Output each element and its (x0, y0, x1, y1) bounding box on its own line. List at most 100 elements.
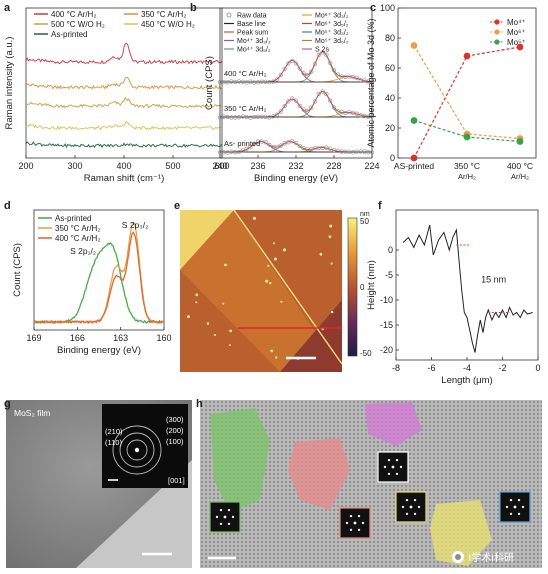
x-tick-label-f: -8 (392, 363, 400, 373)
fft-center-h (391, 465, 395, 469)
afm-particle-e (280, 300, 283, 303)
raw-data-point-b (293, 140, 299, 146)
fft-spot-h (395, 458, 399, 462)
afm-particle-e (330, 310, 334, 314)
y-tick-label-c: 20 (385, 123, 395, 133)
raw-data-point-b (278, 72, 283, 78)
category-label-c: Ar/H₂ (458, 172, 476, 181)
y-tick-label-f: -15 (380, 320, 393, 330)
chart-c: 0 20 40 60 80 100 Atomic percentage of Mo 3d (… (366, 3, 537, 181)
colorbar-e (347, 217, 358, 357)
legend-label-c: Mo⁶⁺ (507, 28, 526, 37)
legend-label-b: Base line (237, 21, 266, 28)
raw-data-point-b (362, 113, 367, 118)
center-spot-g (134, 447, 140, 453)
panel-label-e: e (174, 200, 181, 212)
annotation-f: 15 nm (481, 275, 506, 285)
panel-label-f: f (378, 200, 382, 212)
legend-label-b: Mo⁶⁺ 3d₅/₂ (315, 21, 349, 28)
raw-data-point-b (278, 109, 283, 114)
y-tick-label-c: 80 (385, 33, 395, 43)
raw-data-point-b (305, 109, 310, 114)
wechat-icon (452, 550, 465, 563)
afm-particle-e (267, 264, 270, 267)
raw-data-point-b (240, 114, 245, 119)
grain-region-h (430, 500, 492, 566)
raw-data-point-b (263, 140, 268, 145)
raw-data-point-b (328, 98, 333, 103)
afm-particle-e (222, 302, 225, 305)
fft-spot-h (231, 515, 235, 519)
series-line-a (25, 42, 223, 65)
fft-spot-h (227, 522, 231, 526)
afm-particle-e (328, 235, 332, 238)
panel-label-h: h (196, 398, 203, 410)
raw-data-point-b (274, 112, 280, 117)
raw-data-point-b (282, 104, 287, 109)
legend-label-a: 350 °C Ar/H₂ (141, 10, 186, 19)
category-label-c: 350 °C (454, 161, 480, 171)
x-tick-label-a: 300 (67, 161, 82, 171)
series-point-c (410, 42, 418, 49)
x-tick-label-d: 169 (26, 333, 41, 343)
x-tick-label-a: 200 (18, 161, 33, 171)
annotation-d: S 2p₁/₂ (70, 246, 96, 256)
fft-spot-h (413, 498, 417, 502)
raw-data-point-b (282, 66, 287, 72)
raw-data-point-b (290, 139, 295, 144)
series-line-a (25, 77, 223, 90)
afm-low-region-e (280, 300, 342, 372)
fft-spot-h (345, 521, 349, 525)
chart-d: 169 166 163 160 Binding energy (eV) Count (CP… (12, 209, 172, 356)
raw-data-point-b (369, 150, 375, 155)
raw-data-point-b (267, 142, 272, 148)
y-tick-label-c: 60 (385, 63, 395, 73)
raw-data-point-b (350, 74, 356, 80)
x-axis-label-f: Length (μm) (441, 375, 492, 386)
legend-label-b: Mo⁴⁺ 3d₃/₂ (237, 38, 271, 45)
raw-data-point-b (297, 143, 302, 149)
y-axis-label-a: Raman intensity (a.u.) (4, 37, 15, 130)
plot-frame-f (395, 209, 539, 361)
series-line-a (25, 121, 223, 131)
ring-label-g: (110) (105, 438, 122, 447)
raw-data-point-b (335, 148, 340, 153)
legend-label-d: 400 °C Ar/H₂ (55, 234, 100, 243)
chart-b: 240 236 232 228 224 Binding energy (eV) Count … (204, 7, 380, 184)
stack-label-b: 400 °C Ar/H₂ (224, 69, 267, 78)
raw-data-point-b (301, 145, 306, 151)
legend-label-b: Mo⁶⁺ 3d₃/₂ (315, 13, 349, 20)
series-point-c (516, 43, 524, 51)
y-tick-label-f: 0 (388, 245, 393, 255)
panel-label-a: a (4, 2, 11, 14)
raw-data-point-b (293, 61, 299, 66)
fft-spot-h (383, 465, 387, 469)
x-tick-label-b: 236 (250, 161, 265, 171)
afm-particle-e (206, 322, 210, 325)
fft-spot-h (517, 498, 521, 502)
afm-particle-e (273, 242, 275, 245)
raw-data-point-b (248, 144, 253, 149)
grain-region-h (210, 408, 270, 512)
ring-label-g: (100) (166, 437, 184, 446)
legend-label-b: Raw data (237, 13, 267, 20)
plot-frame-c (397, 7, 537, 159)
raw-data-point-b (331, 68, 337, 73)
raw-data-point-b (362, 78, 367, 83)
legend-marker-c (494, 19, 500, 25)
x-tick-label-b: 224 (364, 161, 379, 171)
fft-spot-h (405, 498, 409, 502)
x-tick-label-b: 228 (326, 161, 341, 171)
afm-particle-e (329, 224, 333, 228)
legend-marker-c (494, 29, 500, 35)
afm-particle-e (253, 216, 256, 220)
fft-spot-h (219, 508, 223, 512)
diffraction-ring-g (119, 432, 155, 468)
legend-label-c: Mo⁵⁺ (507, 38, 526, 47)
raw-data-point-b (354, 75, 359, 80)
y-axis-label-d: Count (CPS) (12, 243, 23, 297)
raw-data-point-b (252, 141, 257, 146)
fft-spot-h (349, 528, 353, 532)
profile-line-f (402, 224, 533, 353)
